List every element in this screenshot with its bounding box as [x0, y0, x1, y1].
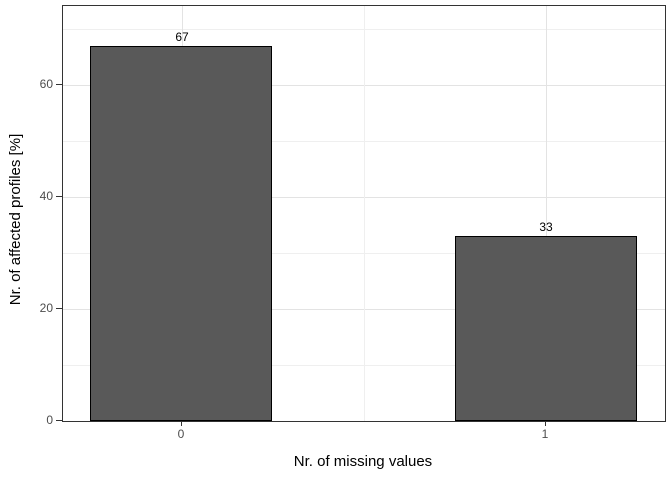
x-tick-mark	[181, 421, 182, 426]
plot-panel: 67 33	[62, 5, 666, 422]
y-tick-mark	[56, 308, 62, 309]
y-tick-mark	[56, 84, 62, 85]
x-axis-title: Nr. of missing values	[293, 453, 433, 470]
y-tick-label: 40	[39, 189, 53, 203]
y-axis: 0 20 40 60	[0, 5, 62, 427]
y-tick-label: 20	[39, 301, 53, 315]
y-tick-label: 0	[46, 413, 53, 427]
y-tick-mark	[56, 420, 62, 421]
bar-value-label: 33	[539, 220, 553, 234]
x-tick-label: 1	[541, 427, 549, 441]
bar	[90, 46, 272, 421]
y-tick-label: 60	[39, 77, 53, 91]
gridline-major-x	[546, 6, 547, 421]
bar	[455, 236, 637, 421]
y-tick-mark	[56, 196, 62, 197]
x-tick-mark	[545, 421, 546, 426]
gridline-minor-x	[364, 6, 365, 421]
bar-value-label: 67	[175, 30, 189, 44]
x-tick-label: 0	[177, 427, 185, 441]
